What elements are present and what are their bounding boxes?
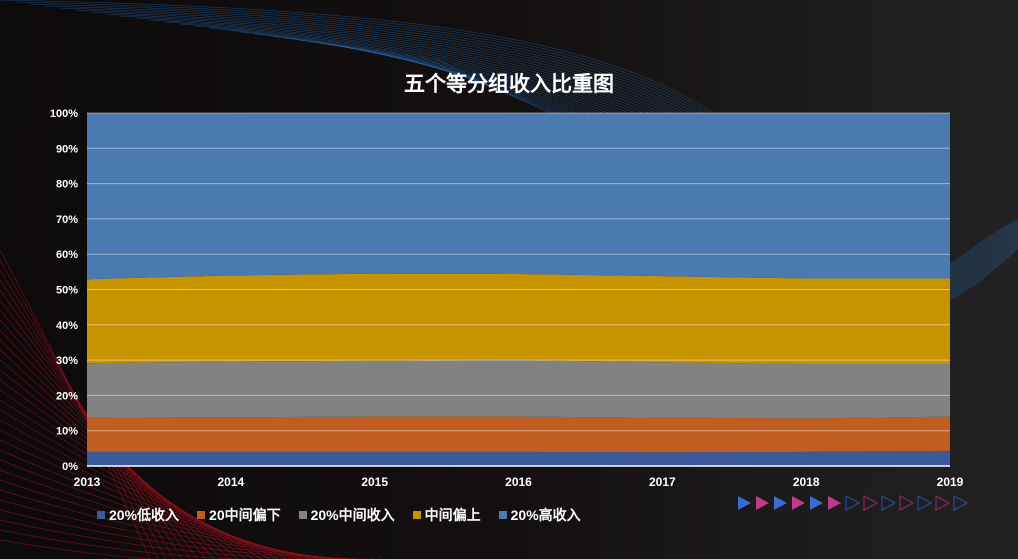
triangle-icon: [845, 494, 861, 512]
triangle-icon: [828, 496, 841, 510]
decor-line-red: [0, 469, 327, 559]
decor-line-red: [0, 539, 382, 559]
y-tick-label: 90%: [56, 143, 78, 155]
arrow-decoration: [736, 494, 969, 512]
legend-swatch: [412, 511, 421, 519]
decor-line-red: [0, 509, 359, 559]
triangle-icon: [917, 494, 933, 512]
triangle-icon: [756, 496, 769, 510]
triangle-icon: [899, 494, 915, 512]
area-1: [87, 416, 950, 453]
legend-item[interactable]: 20中间偏下: [197, 505, 281, 525]
decor-line-red: [0, 529, 374, 559]
area-3: [87, 273, 950, 364]
legend-item[interactable]: 20%中间收入: [298, 505, 395, 525]
chart-title: 五个等分组收入比重图: [404, 73, 614, 96]
legend-label: 20%高收入: [510, 507, 581, 523]
y-tick-label: 80%: [56, 179, 78, 191]
legend-item[interactable]: 20%低收入: [97, 505, 179, 525]
decor-line-red: [0, 489, 343, 559]
legend-swatch: [298, 511, 307, 519]
x-tick-label: 2017: [649, 475, 676, 489]
legend-swatch: [197, 511, 206, 519]
triangle-icon: [792, 496, 805, 510]
legend-label: 20中间偏下: [209, 507, 281, 523]
legend-label: 20%中间收入: [310, 507, 395, 523]
x-tick-label: 2013: [74, 475, 101, 489]
decor-line-red: [0, 499, 351, 559]
y-tick-label: 0%: [62, 461, 78, 473]
triangle-icon: [810, 496, 823, 510]
x-tick-label: 2016: [505, 475, 532, 489]
y-tick-label: 50%: [56, 285, 78, 297]
triangle-icon: [863, 494, 879, 512]
area-2: [87, 360, 950, 419]
area-4: [87, 113, 950, 280]
triangle-icon: [774, 496, 787, 510]
legend-swatch: [97, 511, 105, 519]
y-tick-label: 10%: [56, 426, 78, 438]
x-tick-label: 2014: [217, 475, 244, 489]
triangle-icon: [881, 494, 897, 512]
y-tick-label: 70%: [56, 214, 78, 226]
triangle-icon: [935, 494, 951, 512]
x-tick-label: 2018: [793, 475, 820, 489]
decor-line-red: [0, 479, 335, 559]
legend-label: 中间偏上: [424, 507, 481, 523]
x-tick-label: 2015: [361, 475, 388, 489]
triangle-icon: [953, 494, 969, 512]
y-tick-label: 20%: [56, 390, 78, 402]
y-tick-label: 60%: [56, 249, 78, 261]
area-0: [87, 450, 950, 466]
y-tick-label: 30%: [56, 355, 78, 367]
y-tick-label: 40%: [56, 320, 78, 332]
legend-swatch: [498, 511, 507, 519]
x-tick-label: 2019: [937, 475, 964, 489]
legend: 20%低收入 20中间偏下 20%中间收入 中间偏上 20%高收入: [97, 505, 581, 525]
y-tick-label: 100%: [50, 108, 78, 120]
legend-label: 20%低收入: [109, 507, 180, 523]
triangle-icon: [738, 496, 751, 510]
legend-item[interactable]: 中间偏上: [412, 505, 481, 525]
legend-item[interactable]: 20%高收入: [498, 505, 581, 525]
